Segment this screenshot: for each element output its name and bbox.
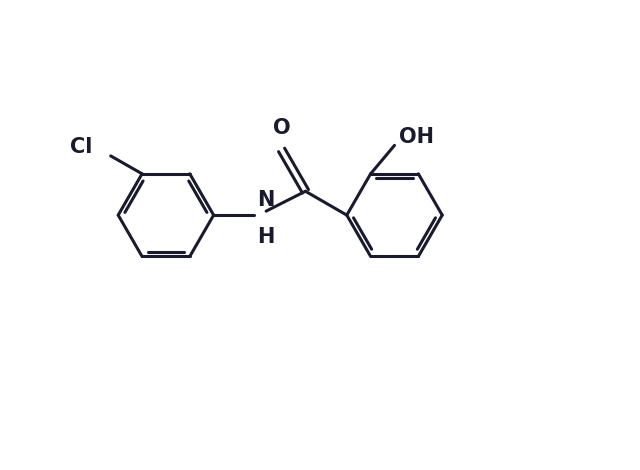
Text: Cl: Cl	[70, 137, 93, 157]
Text: H: H	[257, 227, 275, 247]
Text: OH: OH	[399, 127, 435, 148]
Text: O: O	[273, 118, 291, 138]
Text: N: N	[257, 190, 275, 210]
